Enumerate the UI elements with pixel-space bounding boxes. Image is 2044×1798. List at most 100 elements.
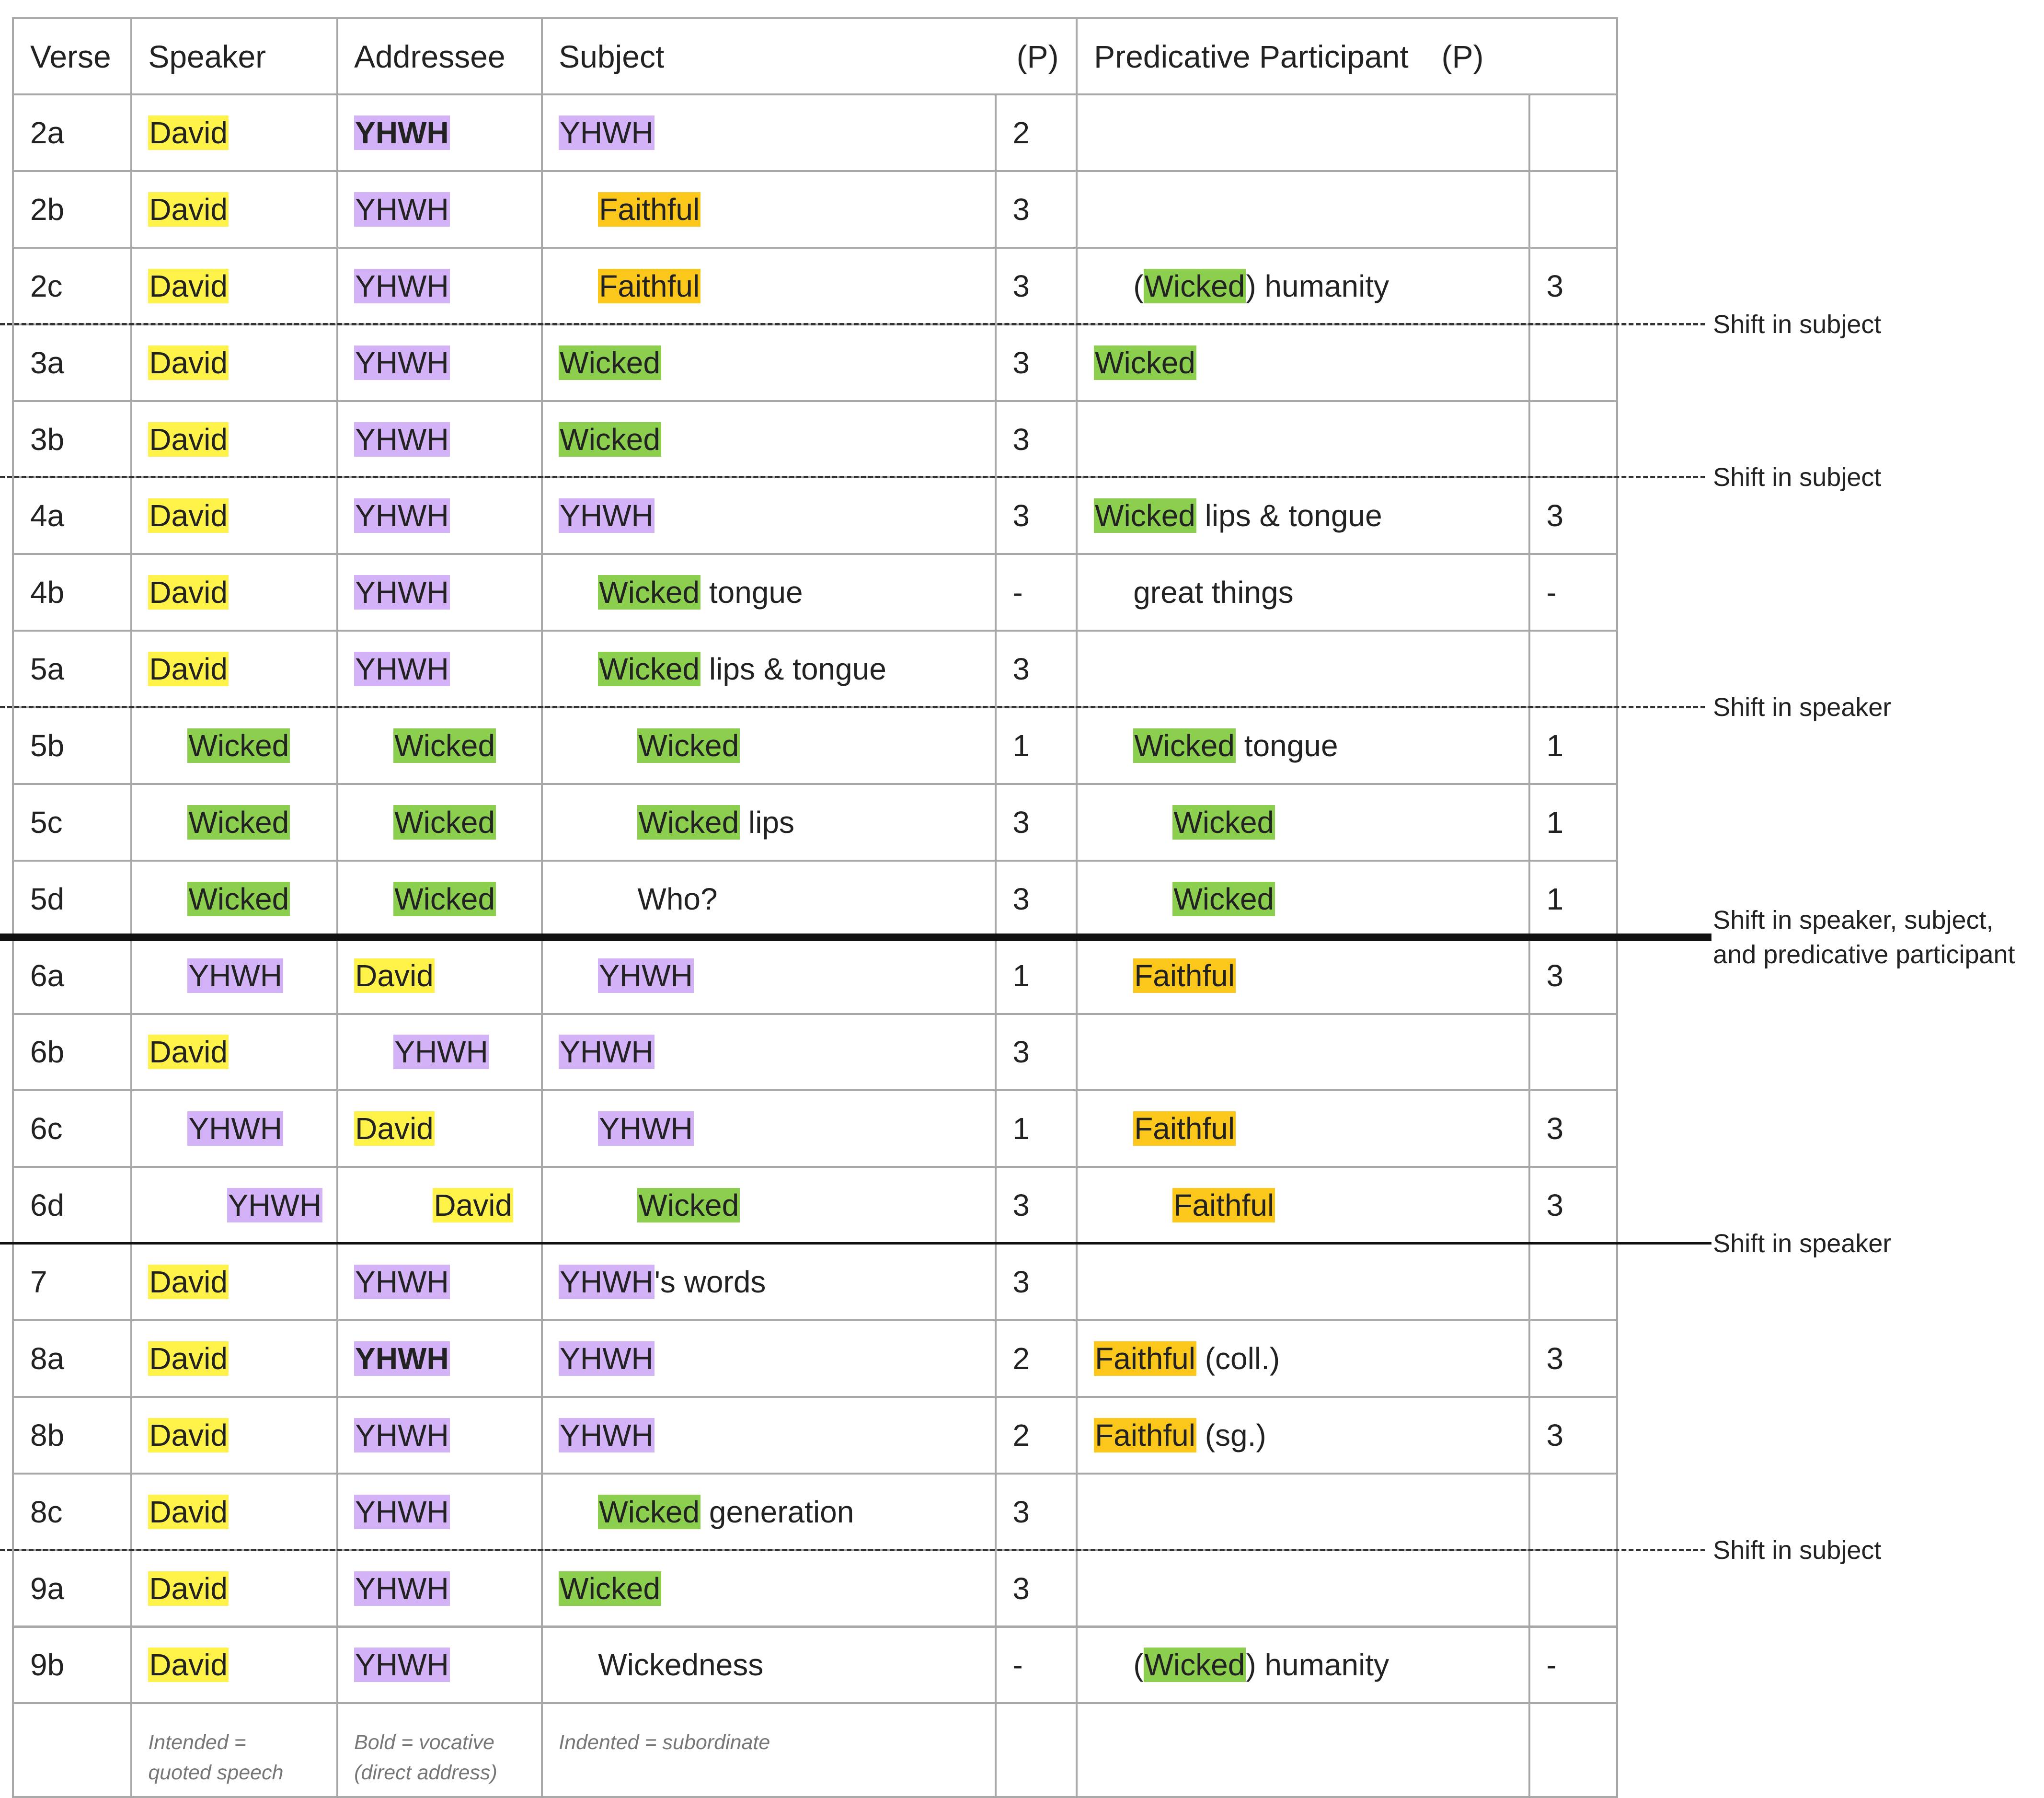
person-value: 3 — [1546, 958, 1564, 993]
pred-value: Wicked lips & tongue — [1094, 496, 1382, 535]
subject-value: YHWH — [598, 957, 694, 995]
cell-subject_p — [994, 476, 1078, 555]
cell-pred_p — [1528, 1243, 1619, 1321]
thin-divider — [0, 1242, 1712, 1245]
cell-pred_p — [1528, 400, 1619, 479]
speaker-value: David — [148, 1033, 229, 1071]
person-value: 1 — [1012, 1111, 1030, 1146]
highlight-yellow: David — [148, 345, 229, 380]
dashed-divider — [0, 1548, 1705, 1551]
highlight-green: Wicked — [598, 575, 701, 610]
highlight-green: Wicked — [393, 728, 496, 763]
addressee-value: YHWH — [354, 344, 450, 382]
highlight-yellow: David — [148, 1418, 229, 1452]
highlight-yellow: David — [148, 268, 229, 303]
cell-subject_p — [994, 400, 1078, 479]
verse-label: 9a — [30, 1571, 65, 1606]
person-value: 1 — [1546, 805, 1564, 840]
verse-label: 6b — [30, 1035, 65, 1070]
pred-value: Faithful — [1172, 1186, 1275, 1224]
cell-pred_p — [1528, 93, 1619, 172]
person-value: - — [1546, 1648, 1557, 1683]
person-value: 2 — [1012, 115, 1030, 150]
highlight-yellow: David — [354, 958, 435, 993]
addressee-value: YHWH — [354, 573, 450, 611]
person-value: 3 — [1012, 498, 1030, 533]
cell-pred_p — [1528, 1395, 1619, 1475]
highlight-purple: YHWH — [227, 1188, 323, 1223]
speaker-value: David — [148, 1416, 229, 1454]
cell-pred_p — [1528, 1472, 1619, 1551]
plain-text: lips & tongue — [1196, 498, 1382, 533]
highlight-purple: YHWH — [354, 1648, 450, 1683]
person-value: 3 — [1012, 422, 1030, 457]
addressee-value: YHWH — [393, 1033, 489, 1071]
person-value: 3 — [1546, 268, 1564, 303]
addressee-value: David — [354, 1109, 435, 1148]
verse-label: 9b — [30, 1648, 65, 1683]
cell-pred — [1076, 1472, 1530, 1551]
highlight-green: Wicked — [187, 728, 290, 763]
cell-subject_p — [994, 630, 1078, 709]
addressee-value: YHWH — [354, 1416, 450, 1454]
cell-pred — [1076, 783, 1530, 862]
plain-text: ( — [1133, 1648, 1144, 1683]
dashed-divider — [0, 706, 1705, 709]
shift-annotation: Shift in subject — [1713, 463, 1882, 492]
highlight-purple: YHWH — [354, 652, 450, 687]
highlight-green: Wicked — [1143, 268, 1246, 303]
notes-cell-pred_p — [1528, 1702, 1619, 1798]
addressee-value: YHWH — [354, 1646, 450, 1684]
verse-label: 3b — [30, 422, 65, 457]
cell-subject_p — [994, 1549, 1078, 1628]
plain-text: ( — [1133, 268, 1144, 303]
verse-label: 2b — [30, 192, 65, 227]
addressee-value: YHWH — [354, 496, 450, 535]
verse-label: 4a — [30, 498, 65, 533]
person-value: - — [1012, 575, 1023, 610]
cell-subject_p — [994, 706, 1078, 785]
highlight-purple: YHWH — [354, 575, 450, 610]
verse-label: 8b — [30, 1418, 65, 1452]
highlight-purple: YHWH — [354, 1265, 450, 1300]
speaker-value: David — [148, 114, 229, 152]
legend-note-speaker: quoted speech — [148, 1761, 284, 1784]
speaker-value: David — [148, 1339, 229, 1378]
speaker-value: Wicked — [187, 803, 290, 841]
cell-subject_p — [994, 1166, 1078, 1245]
highlight-purple: YHWH — [559, 1265, 655, 1300]
shift-annotation: and predicative participant — [1713, 940, 2015, 969]
legend-note-addressee: (direct address) — [354, 1761, 497, 1784]
plain-text: generation — [700, 1494, 854, 1529]
notes-cell-verse — [12, 1702, 132, 1798]
person-value: 3 — [1012, 1494, 1030, 1529]
shift-annotation: Shift in speaker, subject, — [1713, 905, 1994, 934]
cell-subject_p — [994, 1243, 1078, 1321]
highlight-green: Wicked — [393, 881, 496, 916]
speaker-value: David — [148, 1263, 229, 1301]
cell-subject — [540, 706, 997, 785]
addressee-value: Wicked — [393, 880, 496, 918]
pred-value: (Wicked) humanity — [1133, 1646, 1389, 1684]
highlight-green: Wicked — [187, 805, 290, 840]
person-value: - — [1546, 575, 1557, 610]
verse-label: 5a — [30, 652, 65, 687]
cell-subject_p — [994, 1089, 1078, 1168]
subject-value: YHWH — [559, 496, 655, 535]
cell-pred_p — [1528, 706, 1619, 785]
cell-subject_p — [994, 1395, 1078, 1475]
addressee-value: YHWH — [354, 1493, 450, 1531]
pred-value: (Wicked) humanity — [1133, 267, 1389, 305]
highlight-orange: Faithful — [598, 268, 701, 303]
highlight-yellow: David — [148, 652, 229, 687]
header-verse: Verse — [30, 38, 111, 74]
pred-value: Wicked — [1094, 344, 1196, 382]
plain-text: tongue — [700, 575, 803, 610]
addressee-value: YHWH — [354, 1569, 450, 1608]
verse-label: 5d — [30, 881, 65, 916]
subject-value: Wicked lips — [637, 803, 794, 841]
subject-value: YHWH — [598, 1109, 694, 1148]
subject-value: Wicked — [637, 1186, 740, 1224]
highlight-yellow: David — [148, 192, 229, 227]
